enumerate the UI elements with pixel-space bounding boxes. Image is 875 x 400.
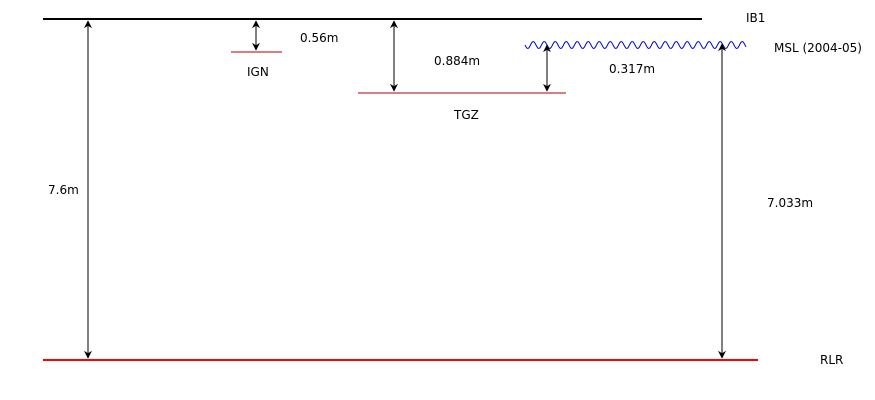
- label-ib1: IB1: [746, 11, 765, 25]
- measure-msl-to-rlr: 7.033m: [767, 196, 813, 210]
- label-msl: MSL (2004-05): [774, 41, 862, 55]
- measure-ib1-to-ign: 0.56m: [300, 31, 338, 45]
- label-ign: IGN: [247, 65, 269, 79]
- label-tgz: TGZ: [453, 108, 479, 122]
- measure-msl-to-tgz: 0.317m: [609, 62, 655, 76]
- label-rlr: RLR: [820, 353, 843, 367]
- measure-ib1-to-tgz: 0.884m: [434, 54, 480, 68]
- msl-wave: [524, 40, 747, 50]
- measure-ib1-to-rlr: 7.6m: [48, 183, 79, 197]
